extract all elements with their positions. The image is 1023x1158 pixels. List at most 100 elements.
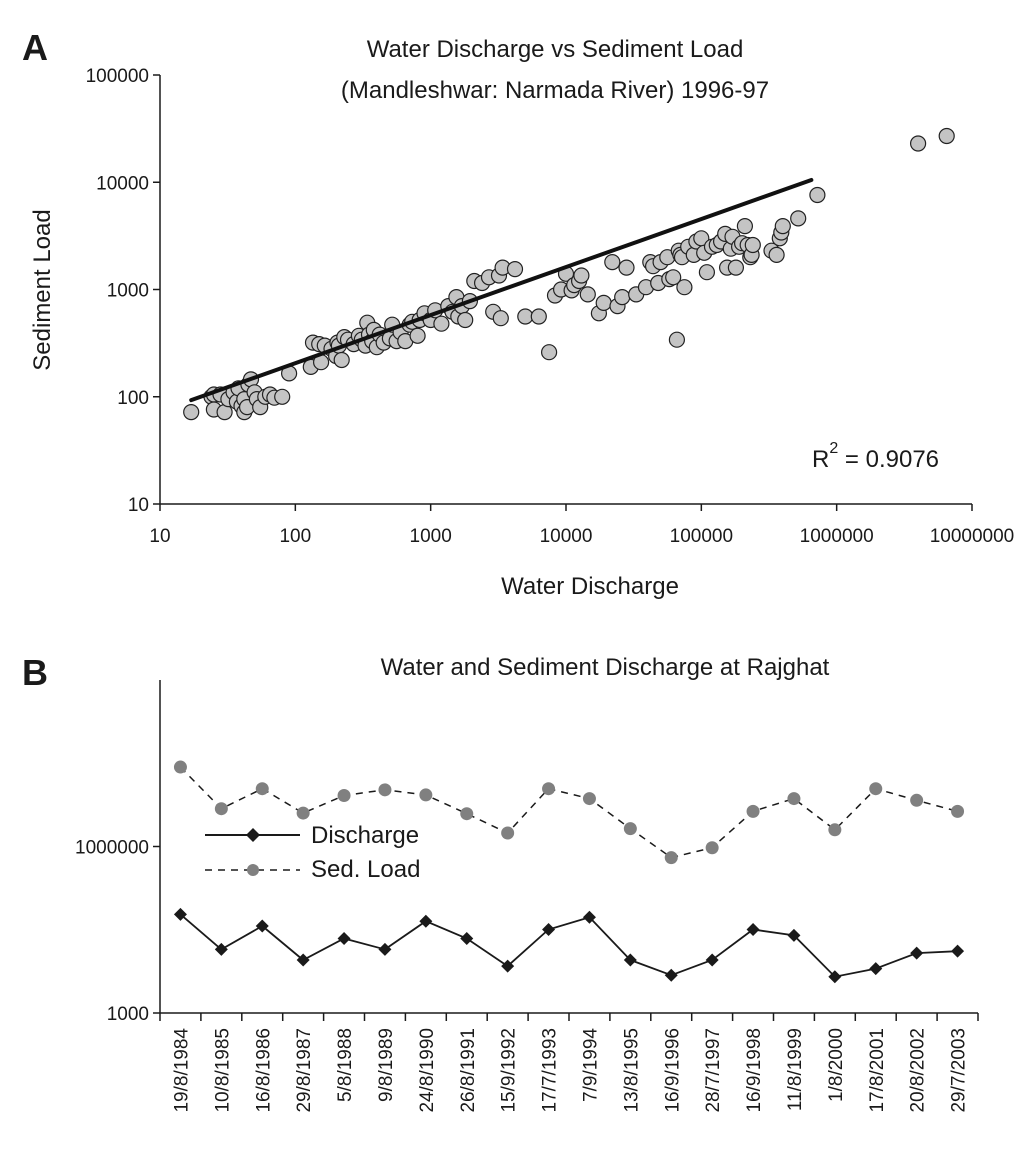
panel-a-trendline <box>189 177 814 403</box>
panel-a-title-line-1: Water Discharge vs Sediment Load <box>367 36 744 63</box>
panel-a-data-point <box>614 289 631 306</box>
discharge-marker <box>828 970 842 984</box>
sed-load-marker <box>910 793 924 807</box>
sed-load-marker <box>255 782 269 796</box>
sed-load-marker <box>337 788 351 802</box>
discharge-marker <box>296 953 310 967</box>
discharge-marker <box>869 962 883 976</box>
discharge-marker <box>582 910 596 924</box>
discharge-marker <box>542 922 556 936</box>
panel-b-y-tick-label: 1000 <box>107 1004 149 1025</box>
discharge-marker <box>623 953 637 967</box>
panel-a-data-point <box>938 127 955 145</box>
panel-b-date-label: 16/8/1986 <box>253 1028 274 1113</box>
panel-b-date-label: 7/9/1994 <box>581 1028 602 1102</box>
sed-load-marker <box>419 788 433 802</box>
discharge-marker <box>787 928 801 942</box>
r2-base: R <box>812 446 829 473</box>
panel-a-data-point <box>727 259 745 276</box>
panel-a-x-tick-label: 10 <box>149 526 170 547</box>
r2-value: = 0.9076 <box>838 446 939 473</box>
panel-a-x-tick-label: 10000000 <box>930 526 1015 547</box>
panel-b-letter: B <box>22 652 48 693</box>
panel-b-date-label: 13/8/1995 <box>621 1028 642 1113</box>
panel-a-x-tick-label: 1000 <box>410 526 452 547</box>
panel-b-date-label: 16/9/1998 <box>744 1028 765 1113</box>
panel-b-date-label: 10/8/1985 <box>212 1028 233 1113</box>
panel-a-data-point <box>909 135 927 152</box>
sed-load-marker <box>828 823 842 837</box>
panel-a-data-point <box>579 286 596 303</box>
panel-b-date-label: 1/8/2000 <box>826 1028 847 1102</box>
panel-b-date-label: 29/8/1987 <box>294 1028 315 1113</box>
panel-b-date-label: 9/8/1989 <box>376 1028 397 1102</box>
panel-a-x-tick-label: 10000 <box>540 526 593 547</box>
legend-sed-load-label: Sed. Load <box>311 856 420 883</box>
panel-a-data-point <box>676 279 693 296</box>
panel-b-date-label: 15/9/1992 <box>499 1028 520 1113</box>
panel-a-data-point <box>774 218 791 235</box>
sed-load-marker <box>378 783 392 797</box>
panel-a-data-point <box>506 261 524 278</box>
panel-b-date-label: 24/8/1990 <box>417 1028 438 1113</box>
discharge-marker <box>173 907 187 921</box>
panel-a-data-point <box>744 236 761 254</box>
sed-load-marker <box>705 841 719 855</box>
panel-a-data-point <box>517 308 534 325</box>
discharge-marker <box>255 919 269 933</box>
panel-a-letter: A <box>22 27 48 68</box>
panel-a-data-point <box>698 264 716 281</box>
panel-a-y-tick-label: 10 <box>128 495 149 516</box>
panel-b-axes: 1000 1000000 19/8/1984 10/8/1985 16/8/1986 29… <box>75 680 979 1113</box>
panel-a-y-tick-label: 100 <box>117 388 149 409</box>
panel-a-data-point <box>768 246 785 263</box>
panel-a-r-squared: R2 = 0.9076 <box>812 440 939 473</box>
panel-b-legend: Discharge Sed. Load <box>205 822 420 883</box>
r2-exponent: 2 <box>829 440 838 457</box>
sed-load-marker <box>214 802 228 816</box>
sed-load-marker <box>460 807 474 821</box>
panel-a-data-point <box>274 388 291 405</box>
sed-load-marker <box>951 804 965 818</box>
legend-discharge-label: Discharge <box>311 822 419 849</box>
legend-discharge-marker <box>246 828 260 842</box>
panel-a-data-point <box>530 308 547 325</box>
discharge-marker <box>746 922 760 936</box>
panel-b-date-label: 26/8/1991 <box>458 1028 479 1113</box>
sed-load-marker <box>542 782 556 796</box>
sed-load-marker <box>582 792 596 806</box>
panel-a-x-axis-label: Water Discharge <box>501 573 679 600</box>
panel-a-data-point <box>790 210 807 227</box>
panel-a-data-point <box>668 331 686 348</box>
panel-a-data-point <box>665 269 682 286</box>
panel-b-date-label: 16/9/1996 <box>662 1028 683 1113</box>
panel-a-data-point <box>573 267 590 284</box>
panel-a-data-point <box>618 259 635 276</box>
panel-a-x-tick-label: 100000 <box>670 526 733 547</box>
panel-b-date-label: 17/8/2001 <box>867 1028 888 1113</box>
panel-b-date-label: 28/7/1997 <box>703 1028 724 1113</box>
sed-load-marker <box>173 760 187 774</box>
panel-a-y-tick-label: 10000 <box>96 173 149 194</box>
discharge-marker <box>501 959 515 973</box>
panel-a-data-point <box>604 254 621 271</box>
panel-b-title: Water and Sediment Discharge at Rajghat <box>381 654 830 681</box>
panel-a-data-point <box>809 186 826 204</box>
discharge-series-line <box>179 913 958 978</box>
panel-a-x-tick-label: 1000000 <box>800 526 874 547</box>
legend-sed-load-marker <box>247 864 259 876</box>
discharge-marker <box>419 914 433 928</box>
panel-b-date-label: 19/8/1984 <box>171 1028 192 1113</box>
panel-a-points <box>183 127 955 421</box>
panel-a-data-point <box>540 344 558 361</box>
discharge-marker <box>951 944 965 958</box>
panel-b-date-label: 11/8/1999 <box>785 1028 806 1111</box>
discharge-marker <box>378 942 392 956</box>
sed-load-marker <box>623 822 637 836</box>
discharge-marker <box>705 953 719 967</box>
panel-a-data-point <box>492 310 509 327</box>
panel-a-axes: 10 100 1000 10000 100000 10 100 1000 10000 100000… <box>86 66 1015 547</box>
panel-b-date-label: 5/8/1988 <box>335 1028 356 1102</box>
discharge-marker <box>214 942 228 956</box>
